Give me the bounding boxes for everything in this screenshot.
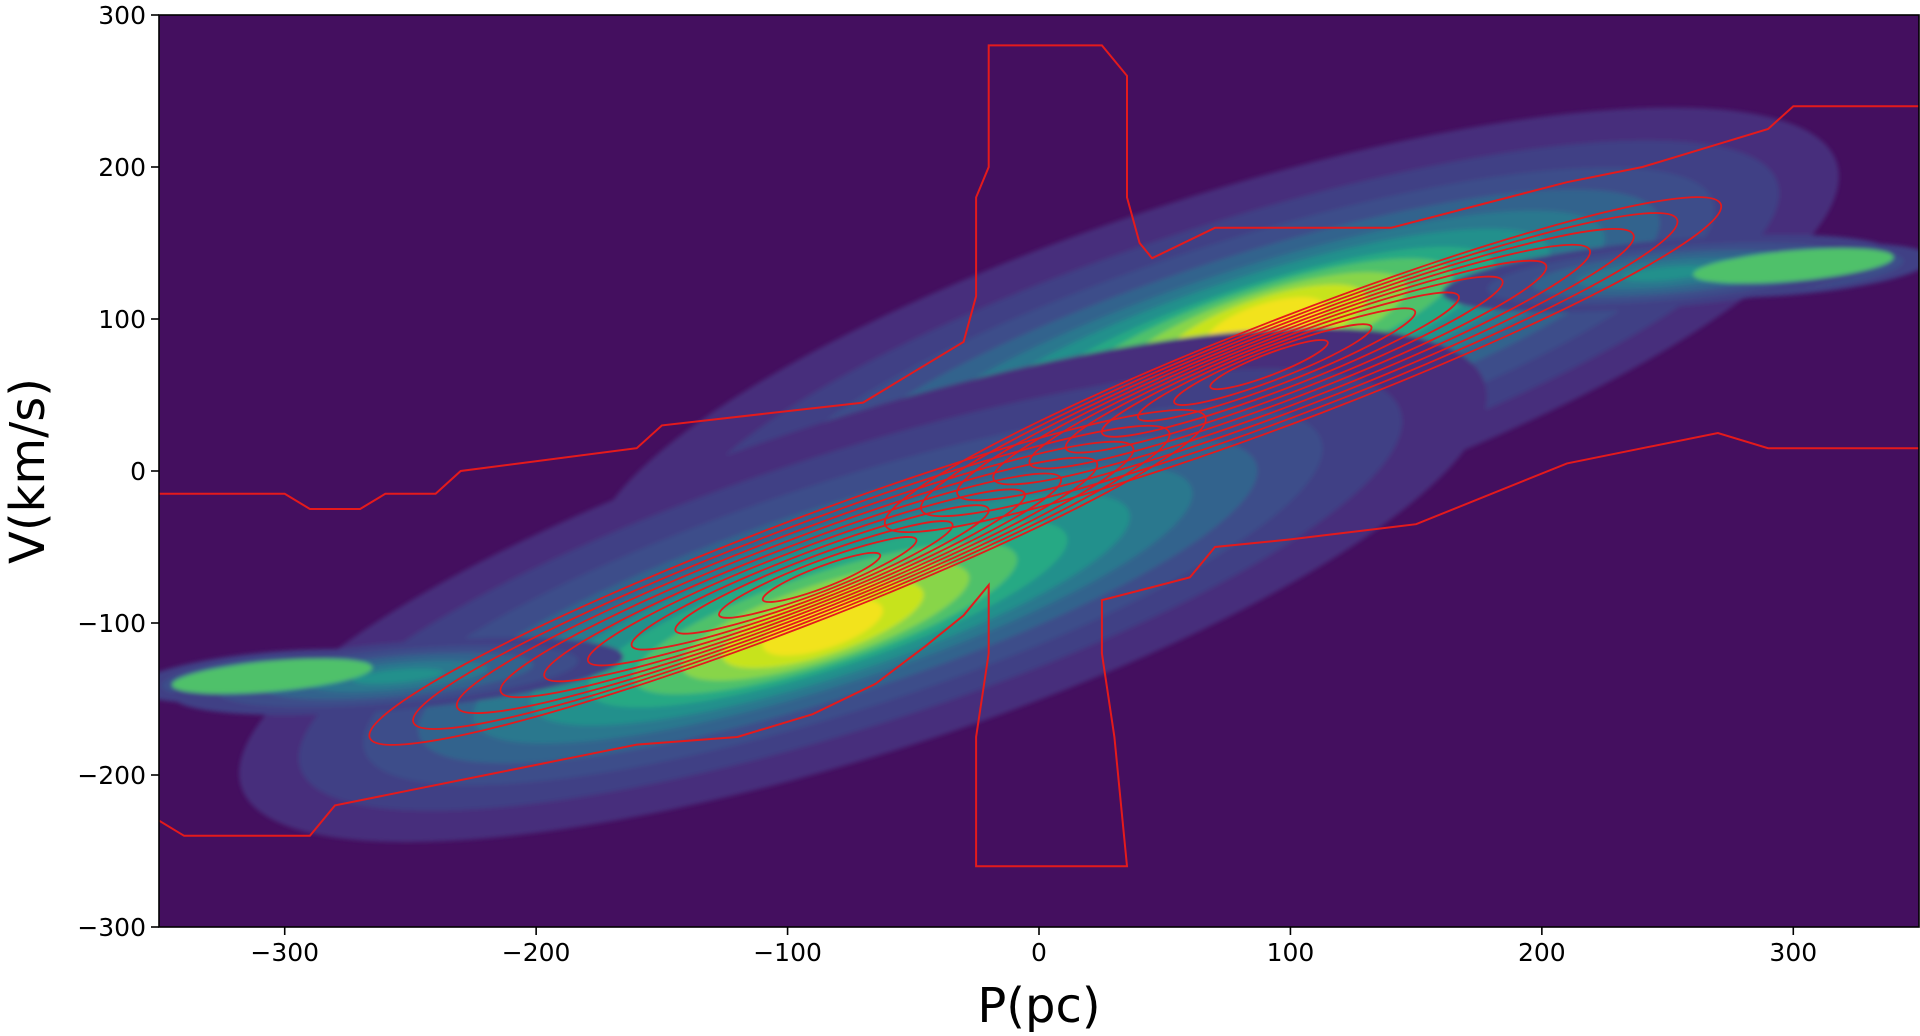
x-axis-label: P(pc) xyxy=(977,978,1100,1034)
overlay-contour-ring xyxy=(920,212,1679,518)
overlay-contour-ring xyxy=(586,488,1026,667)
overlay-contour-ring xyxy=(1209,339,1329,391)
y-tick-label: −200 xyxy=(77,761,146,790)
outer-clump-level xyxy=(352,668,443,684)
y-tick-label: 200 xyxy=(98,153,146,182)
x-tick-label: −100 xyxy=(753,938,822,967)
x-tick-label: 0 xyxy=(1031,938,1047,967)
x-tick-label: −300 xyxy=(250,938,319,967)
overlay-contour-ring xyxy=(412,424,1171,730)
overlay-contour-ring xyxy=(543,472,1063,683)
overlay-contour-layer xyxy=(159,44,1919,868)
overlay-contour-ring xyxy=(1100,291,1460,438)
approaching-lobe-level xyxy=(762,599,883,656)
overlay-contour-ring xyxy=(630,504,990,651)
y-axis-label: V(km/s) xyxy=(0,378,56,564)
y-tick-label: −300 xyxy=(77,913,146,942)
x-axis-ticks: −300 −200 −100 0 100 200 300 xyxy=(250,927,1817,967)
overlay-contour-ring xyxy=(992,243,1592,486)
overlay-contour-ring xyxy=(956,228,1635,502)
x-tick-label: 100 xyxy=(1267,938,1315,967)
overlay-contour-ring xyxy=(1173,323,1373,406)
overlay-contour-ring xyxy=(368,409,1207,746)
y-tick-label: 100 xyxy=(98,305,146,334)
overlay-contour-ring xyxy=(455,440,1135,714)
overlay-contour-ring xyxy=(761,551,882,603)
overlay-contour-ring xyxy=(718,536,918,619)
overlay-contour-ring xyxy=(674,520,954,635)
upper-envelope-line xyxy=(159,44,1919,510)
x-tick-label: 200 xyxy=(1518,938,1566,967)
y-axis-ticks: −300 −200 −100 0 100 200 300 xyxy=(77,1,159,942)
y-tick-label: −100 xyxy=(77,609,146,638)
x-tick-label: 300 xyxy=(1769,938,1817,967)
lower-envelope-line xyxy=(159,431,1919,868)
y-tick-label: 0 xyxy=(130,457,146,486)
outer-clump-level xyxy=(1622,265,1713,282)
x-tick-label: −200 xyxy=(502,938,571,967)
outer-clump-peak xyxy=(171,658,373,694)
y-tick-label: 300 xyxy=(98,1,146,30)
outer-clump-peak xyxy=(1693,248,1894,284)
overlay-contour-ring xyxy=(499,456,1099,699)
overlay-contour-ring xyxy=(1137,307,1417,422)
